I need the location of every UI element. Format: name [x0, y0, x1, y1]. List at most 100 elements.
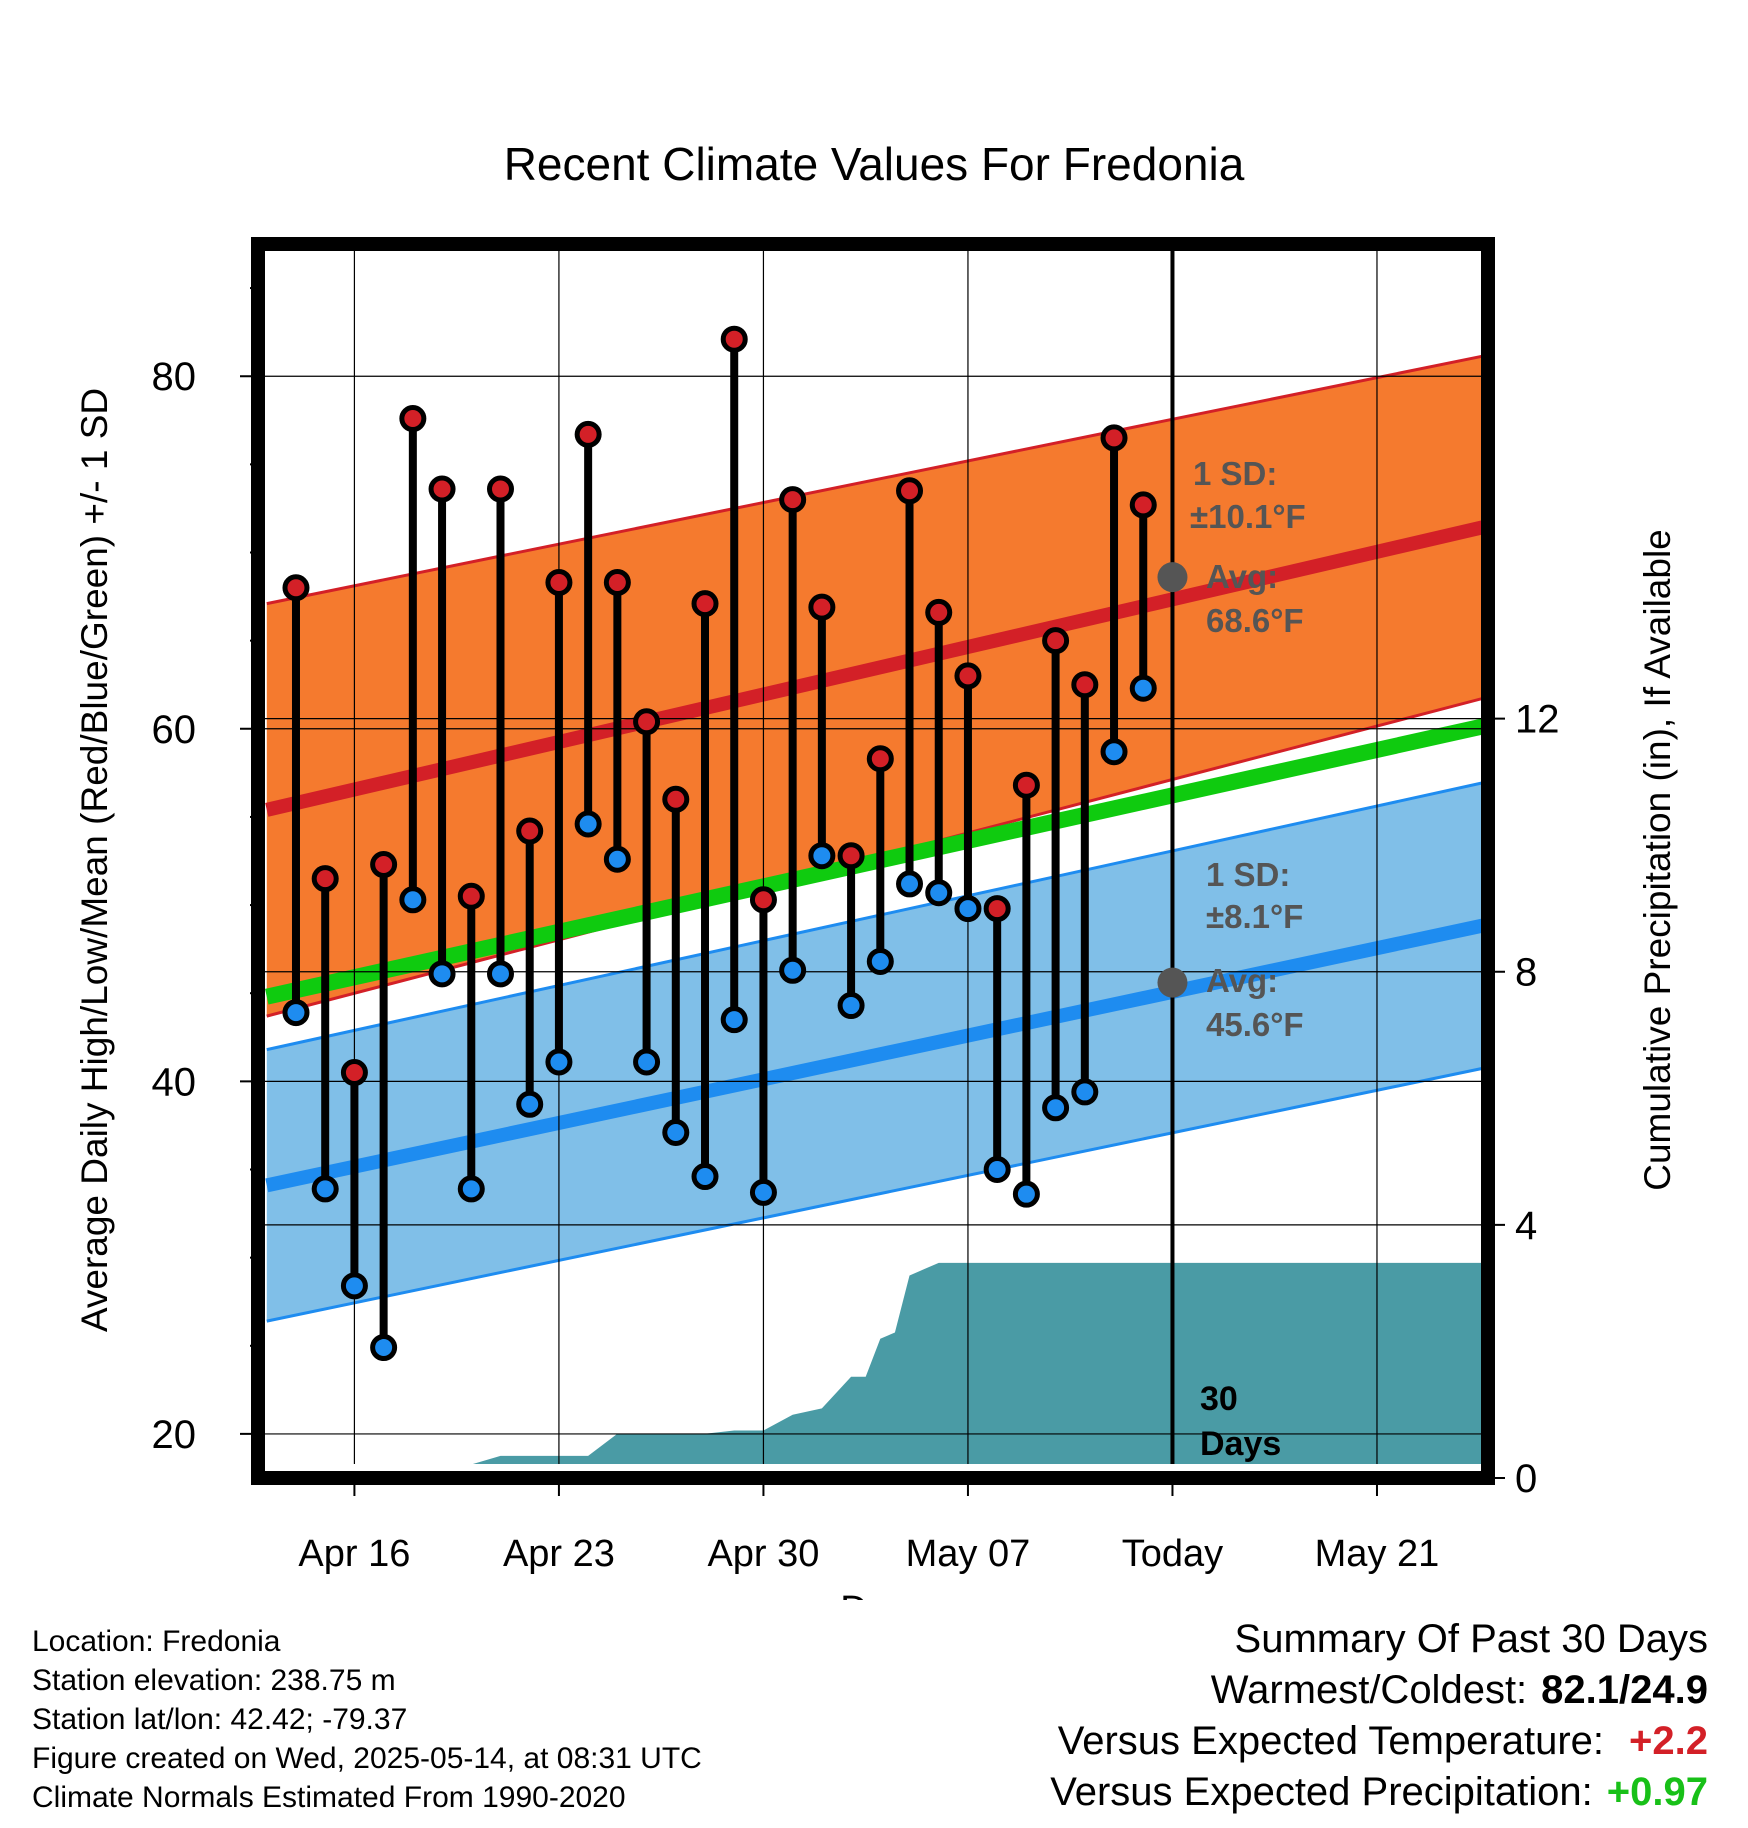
- high-band-upper-edge: [266, 354, 1481, 606]
- low-temp-point: [749, 1178, 777, 1206]
- low-temp-point: [866, 947, 894, 975]
- x-tick-label: Apr 23: [503, 1533, 615, 1575]
- high-temp-point: [662, 785, 690, 813]
- low-temp-point: [925, 879, 953, 907]
- low-temp-point: [516, 1090, 544, 1118]
- y-tick-label: 80: [152, 355, 197, 399]
- low-temp-point: [340, 1272, 368, 1300]
- high-temp-point: [399, 405, 427, 433]
- low-temp-point: [633, 1048, 661, 1076]
- y-tick-label: 20: [152, 1413, 197, 1457]
- x-axis-ticks: Apr 16 Apr 23 Apr 30 May 07 Today May 21: [298, 1478, 1439, 1575]
- low-temp-point: [983, 1156, 1011, 1183]
- high-temp-point: [1129, 491, 1157, 519]
- left-axis-ticks: 20 40 60 80: [152, 287, 258, 1457]
- high-temp-point: [1071, 671, 1099, 699]
- window-label: 30 Days: [1200, 1380, 1281, 1463]
- high-temp-point: [311, 865, 339, 893]
- today-low-avg-marker: [1157, 967, 1188, 998]
- y2-tick-label: 12: [1515, 698, 1560, 742]
- low-temp-point: [486, 960, 514, 988]
- high-temp-point: [370, 851, 398, 879]
- y2-tick-label: 8: [1515, 951, 1537, 995]
- high-temp-point: [808, 593, 836, 621]
- climate-chart: Recent Climate Values For Fredonia 1 SD:…: [74, 138, 1678, 1600]
- low-temp-point: [662, 1118, 690, 1146]
- high-temp-point: [516, 817, 544, 845]
- y2-tick-label: 4: [1515, 1204, 1537, 1248]
- low-temp-point: [370, 1334, 398, 1362]
- location-text: Location: Fredonia: [32, 1625, 281, 1658]
- low-temp-point: [282, 999, 310, 1027]
- precip-anomaly-row: Versus Expected Precipitation: +0.97: [1050, 1767, 1708, 1818]
- low-temp-point: [779, 956, 807, 984]
- low-temp-point: [691, 1163, 719, 1191]
- warmest-coldest-row: Warmest/Coldest: 82.1/24.9: [1050, 1665, 1708, 1716]
- window-label-unit: Days: [1200, 1425, 1281, 1463]
- x-tick-label: Apr 16: [298, 1533, 410, 1575]
- y2-axis-label: Cumulative Precipitation (in), If Availa…: [1637, 529, 1678, 1191]
- high-temp-point: [866, 745, 894, 773]
- high-temp-point: [428, 475, 456, 503]
- high-sd-annotation: 1 SD: ±10.1°F Avg: 68.6°F: [1190, 455, 1306, 639]
- high-temp-point: [896, 477, 924, 505]
- high-avg-label: Avg:: [1206, 558, 1278, 595]
- high-temp-point: [603, 568, 631, 596]
- high-sd-label: 1 SD:: [1193, 455, 1277, 492]
- normals-text: Climate Normals Estimated From 1990-2020: [32, 1781, 626, 1814]
- high-temp-point: [720, 325, 748, 353]
- high-temp-point: [457, 882, 485, 910]
- y-tick-label: 60: [152, 708, 197, 752]
- low-temp-point: [574, 810, 602, 838]
- low-temp-point: [1129, 674, 1157, 702]
- precip-anomaly-label: Versus Expected Precipitation:: [1050, 1770, 1593, 1814]
- daily-temperature-dots: [282, 325, 1157, 1362]
- high-temp-point: [954, 662, 982, 690]
- low-avg-value: 45.6°F: [1206, 1006, 1304, 1043]
- high-temp-point: [574, 420, 602, 448]
- normal-high-line: [265, 520, 1481, 817]
- low-sd-label: 1 SD:: [1206, 856, 1290, 893]
- summary-heading: Summary Of Past 30 Days: [1234, 1617, 1708, 1661]
- daily-range-stems: [291, 339, 1148, 1348]
- precip-anomaly-value: +0.97: [1606, 1770, 1708, 1814]
- chart-title: Recent Climate Values For Fredonia: [504, 138, 1245, 190]
- low-temp-point: [720, 1006, 748, 1034]
- today-high-avg-marker: [1157, 562, 1188, 593]
- low-sd-value: ±8.1°F: [1206, 898, 1303, 935]
- low-temp-point: [457, 1175, 485, 1203]
- y-axis-label: Average Daily High/Low/Mean (Red/Blue/Gr…: [74, 388, 115, 1332]
- high-temp-point: [1042, 627, 1070, 655]
- high-temp-point: [691, 590, 719, 618]
- temp-anomaly-value: +2.2: [1629, 1719, 1708, 1763]
- x-tick-label: Today: [1122, 1533, 1223, 1575]
- low-sd-annotation: 1 SD: ±8.1°F Avg: 45.6°F: [1206, 856, 1304, 1043]
- temp-anomaly-row: Versus Expected Temperature: +2.2: [1050, 1716, 1708, 1767]
- created-text: Figure created on Wed, 2025-05-14, at 08…: [32, 1742, 702, 1775]
- high-temp-point: [340, 1059, 368, 1087]
- high-temp-point: [1012, 771, 1040, 799]
- summary-panel: Summary Of Past 30 Days Warmest/Coldest:…: [1050, 1614, 1708, 1818]
- high-sd-band: [266, 356, 1481, 1017]
- elevation-text: Station elevation: 238.75 m: [32, 1664, 396, 1697]
- x-tick-label: May 07: [906, 1533, 1031, 1575]
- low-temp-point: [808, 842, 836, 870]
- high-sd-value: ±10.1°F: [1190, 498, 1306, 535]
- low-temp-point: [1100, 738, 1128, 766]
- high-temp-point: [1100, 424, 1128, 452]
- plot-frame: [251, 237, 1495, 1485]
- latlon-text: Station lat/lon: 42.42; -79.37: [32, 1703, 408, 1736]
- low-band-lower-edge: [266, 1067, 1481, 1323]
- high-temp-point: [282, 574, 310, 602]
- low-temp-point: [1012, 1180, 1040, 1208]
- high-temp-point: [545, 568, 573, 596]
- low-temp-point: [545, 1048, 573, 1076]
- high-temp-point: [837, 842, 865, 870]
- high-temp-point: [749, 886, 777, 914]
- y2-tick-label: 0: [1515, 1457, 1537, 1501]
- high-avg-value: 68.6°F: [1206, 602, 1304, 639]
- y-tick-label: 40: [152, 1060, 197, 1104]
- low-temp-point: [896, 870, 924, 898]
- low-avg-label: Avg:: [1206, 962, 1278, 999]
- low-temp-point: [603, 845, 631, 873]
